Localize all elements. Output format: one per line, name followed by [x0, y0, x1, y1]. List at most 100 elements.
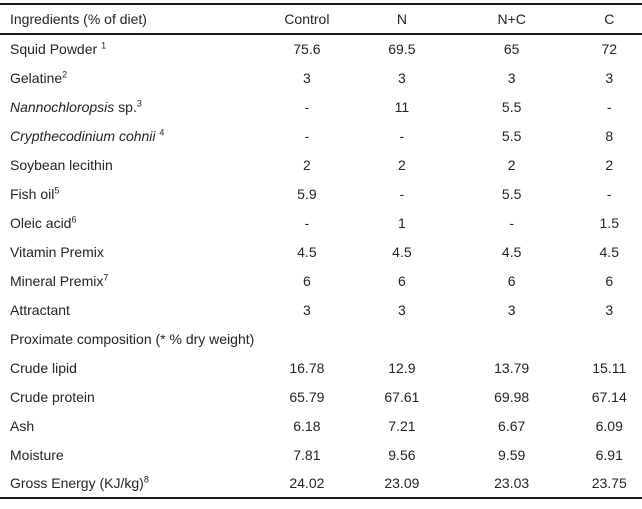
value-cell: 11 [394, 98, 410, 115]
value-cell: 6 [302, 272, 311, 289]
ingredient-label: Proximate composition (* % dry weight) [10, 330, 255, 347]
column-header-ingredients: Ingredients (% of diet) [0, 4, 257, 35]
value-cell: 5.5 [501, 98, 522, 115]
ingredient-label: Crypthecodinium cohnii [10, 127, 156, 144]
value-cell: - [304, 214, 310, 231]
ingredient-cell: Gross Energy (KJ/kg)8 [0, 469, 257, 498]
value-cell: 5.5 [501, 185, 522, 202]
value-cell: 3 [302, 69, 311, 86]
ingredient-cell: Gelatine2 [0, 63, 257, 92]
value-cell: 2 [605, 156, 614, 173]
value-cell: 3 [605, 301, 614, 318]
value-cell: 1.5 [599, 214, 619, 231]
value-cell: 3 [397, 301, 406, 318]
value-cell: 67.61 [384, 388, 420, 405]
value-cell: 65.79 [289, 388, 325, 405]
table-row: Nannochloropsis sp.3 - 11 5.5 - [0, 92, 642, 121]
value-cell: - [304, 127, 310, 144]
ingredient-label: Nannochloropsis [10, 98, 115, 115]
table-row: Moisture 7.81 9.56 9.59 6.91 [0, 440, 642, 469]
value-cell: 2 [397, 156, 406, 173]
footnote-marker: 6 [71, 213, 77, 224]
ingredient-cell: Moisture [0, 440, 257, 469]
table-row: Ash 6.18 7.21 6.67 6.09 [0, 411, 642, 440]
value-cell: 3 [507, 69, 516, 86]
value-cell: 3 [397, 69, 406, 86]
table-row: Fish oil5 5.9 - 5.5 - [0, 179, 642, 208]
ingredient-cell: Mineral Premix7 [0, 266, 257, 295]
table-row: Mineral Premix7 6 6 6 6 [0, 266, 642, 295]
ingredient-label: Soybean lecithin [10, 156, 113, 173]
ingredient-label: sp. [114, 98, 137, 115]
value-cell: 6.91 [595, 446, 623, 463]
value-cell: 72 [601, 41, 618, 57]
ingredient-cell: Crude protein [0, 382, 257, 411]
value-cell: 2 [302, 156, 311, 173]
ingredient-cell: Nannochloropsis sp.3 [0, 92, 257, 121]
value-cell: 23.03 [494, 475, 530, 491]
value-cell: 6.09 [595, 417, 623, 434]
value-cell: 15.11 [592, 359, 627, 376]
ingredient-label: Moisture [10, 446, 64, 463]
ingredient-label: Gross Energy (KJ/kg) [10, 475, 144, 491]
ingredient-cell: Crude lipid [0, 353, 257, 382]
value-cell: 3 [302, 301, 311, 318]
value-cell: - [304, 98, 310, 115]
ingredient-cell: Proximate composition (* % dry weight) [0, 324, 257, 353]
ingredient-cell: Fish oil5 [0, 179, 257, 208]
value-cell: 8 [605, 127, 614, 144]
value-cell [257, 324, 357, 353]
table-row: Gelatine2 3 3 3 3 [0, 63, 642, 92]
column-header-c: C [576, 4, 642, 35]
value-cell: 13.79 [494, 359, 530, 376]
column-header-nc: N+C [446, 4, 577, 35]
value-cell: 7.21 [388, 417, 416, 434]
value-cell: 6 [605, 272, 614, 289]
value-cell: 16.78 [289, 359, 325, 376]
value-cell: 12.9 [388, 359, 416, 376]
table-row: Soybean lecithin 2 2 2 2 [0, 150, 642, 179]
ingredient-label: Attractant [10, 301, 70, 318]
ingredient-label: Mineral Premix [10, 272, 104, 289]
footnote-marker: 2 [62, 68, 68, 79]
value-cell: 2 [507, 156, 516, 173]
ingredient-label: Oleic acid [10, 214, 72, 231]
table-row: Gross Energy (KJ/kg)8 24.02 23.09 23.03 … [0, 469, 642, 498]
ingredient-label: Squid Powder [10, 41, 102, 57]
value-cell: 9.59 [498, 446, 526, 463]
value-cell: 4.5 [297, 243, 317, 260]
value-cell: - [399, 185, 405, 202]
ingredient-cell: Crypthecodinium cohnii 4 [0, 121, 257, 150]
diet-composition-table: Ingredients (% of diet) Control N N+C C … [0, 3, 642, 499]
column-header-control: Control [256, 4, 357, 35]
table-body: Squid Powder 1 75.6 69.5 65 72 Gelatine2… [0, 34, 642, 498]
value-cell [447, 324, 577, 353]
footnote-marker: 8 [143, 474, 149, 485]
table-row: Squid Powder 1 75.6 69.5 65 72 [0, 34, 642, 63]
value-cell: 4.5 [392, 243, 412, 260]
footnote-marker: 3 [136, 97, 142, 108]
value-cell: 5.9 [297, 185, 317, 202]
value-cell: - [606, 98, 612, 115]
value-cell: 69.5 [388, 41, 416, 57]
value-cell: 3 [605, 69, 614, 86]
value-cell: 23.75 [591, 475, 627, 491]
ingredient-label: Gelatine [10, 69, 63, 86]
table-row: Crypthecodinium cohnii 4 - - 5.5 8 [0, 121, 642, 150]
value-cell [577, 324, 642, 353]
value-cell: 24.02 [289, 475, 325, 491]
value-cell: 75.6 [293, 41, 321, 57]
value-cell: - [399, 127, 405, 144]
table-row: Vitamin Premix 4.5 4.5 4.5 4.5 [0, 237, 642, 266]
value-cell: 5.5 [501, 127, 522, 144]
value-cell: 65 [503, 41, 520, 57]
value-cell: 6.18 [293, 417, 321, 434]
value-cell: 69.98 [494, 388, 530, 405]
value-cell [357, 324, 447, 353]
footnote-marker: 1 [101, 40, 107, 51]
header-row: Ingredients (% of diet) Control N N+C C [0, 4, 642, 35]
value-cell: - [509, 214, 514, 231]
table-row: Crude protein 65.79 67.61 69.98 67.14 [0, 382, 642, 411]
ingredient-cell: Oleic acid6 [0, 208, 257, 237]
value-cell: 4.5 [599, 243, 619, 260]
